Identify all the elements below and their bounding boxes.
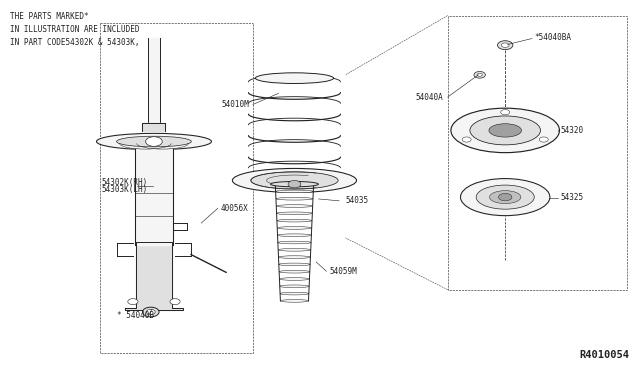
Ellipse shape xyxy=(280,285,309,288)
Ellipse shape xyxy=(499,193,512,201)
Ellipse shape xyxy=(255,73,333,83)
Ellipse shape xyxy=(470,116,541,145)
Text: 54010M: 54010M xyxy=(221,100,249,109)
Text: 54059M: 54059M xyxy=(330,267,357,276)
Ellipse shape xyxy=(251,172,338,189)
Circle shape xyxy=(128,299,138,305)
Ellipse shape xyxy=(490,190,521,203)
Circle shape xyxy=(497,41,513,49)
Ellipse shape xyxy=(278,256,310,259)
Circle shape xyxy=(474,71,485,78)
Ellipse shape xyxy=(277,227,312,229)
Text: * 54040B: * 54040B xyxy=(117,311,154,320)
Text: 54320: 54320 xyxy=(560,126,583,135)
Ellipse shape xyxy=(97,134,211,150)
Circle shape xyxy=(146,137,163,146)
Circle shape xyxy=(462,137,471,142)
Circle shape xyxy=(500,110,509,115)
Ellipse shape xyxy=(280,299,308,302)
Ellipse shape xyxy=(461,179,550,216)
Ellipse shape xyxy=(489,124,522,137)
Ellipse shape xyxy=(278,241,311,244)
Ellipse shape xyxy=(278,248,311,251)
Ellipse shape xyxy=(279,270,310,273)
Circle shape xyxy=(477,73,482,76)
Circle shape xyxy=(147,310,156,315)
Circle shape xyxy=(501,43,509,47)
Circle shape xyxy=(143,307,159,317)
Text: 54035: 54035 xyxy=(346,196,369,205)
Ellipse shape xyxy=(278,234,312,237)
Text: 40056X: 40056X xyxy=(221,204,249,213)
Ellipse shape xyxy=(276,190,314,193)
Text: R4010054: R4010054 xyxy=(580,350,630,360)
Text: THE PARTS MARKED*
IN ILLUSTRATION ARE INCLUDED
IN PART CODE54302K & 54303K,: THE PARTS MARKED* IN ILLUSTRATION ARE IN… xyxy=(10,12,140,47)
Ellipse shape xyxy=(276,198,313,200)
Ellipse shape xyxy=(279,263,310,266)
Polygon shape xyxy=(125,241,182,310)
Ellipse shape xyxy=(277,219,312,222)
Ellipse shape xyxy=(271,182,319,187)
Ellipse shape xyxy=(276,205,313,207)
Circle shape xyxy=(540,137,548,142)
Circle shape xyxy=(288,180,301,188)
Ellipse shape xyxy=(451,108,559,153)
Text: *54040BA: *54040BA xyxy=(534,33,571,42)
Text: 54325: 54325 xyxy=(560,193,583,202)
Ellipse shape xyxy=(280,278,310,280)
Circle shape xyxy=(170,299,180,305)
Ellipse shape xyxy=(276,212,312,215)
Text: 54040A: 54040A xyxy=(416,93,444,102)
Ellipse shape xyxy=(232,169,356,192)
Text: 54303K(LH): 54303K(LH) xyxy=(102,185,148,194)
Text: 54302K(RH): 54302K(RH) xyxy=(102,178,148,187)
Ellipse shape xyxy=(476,185,534,209)
Ellipse shape xyxy=(116,136,191,147)
Ellipse shape xyxy=(280,292,309,295)
